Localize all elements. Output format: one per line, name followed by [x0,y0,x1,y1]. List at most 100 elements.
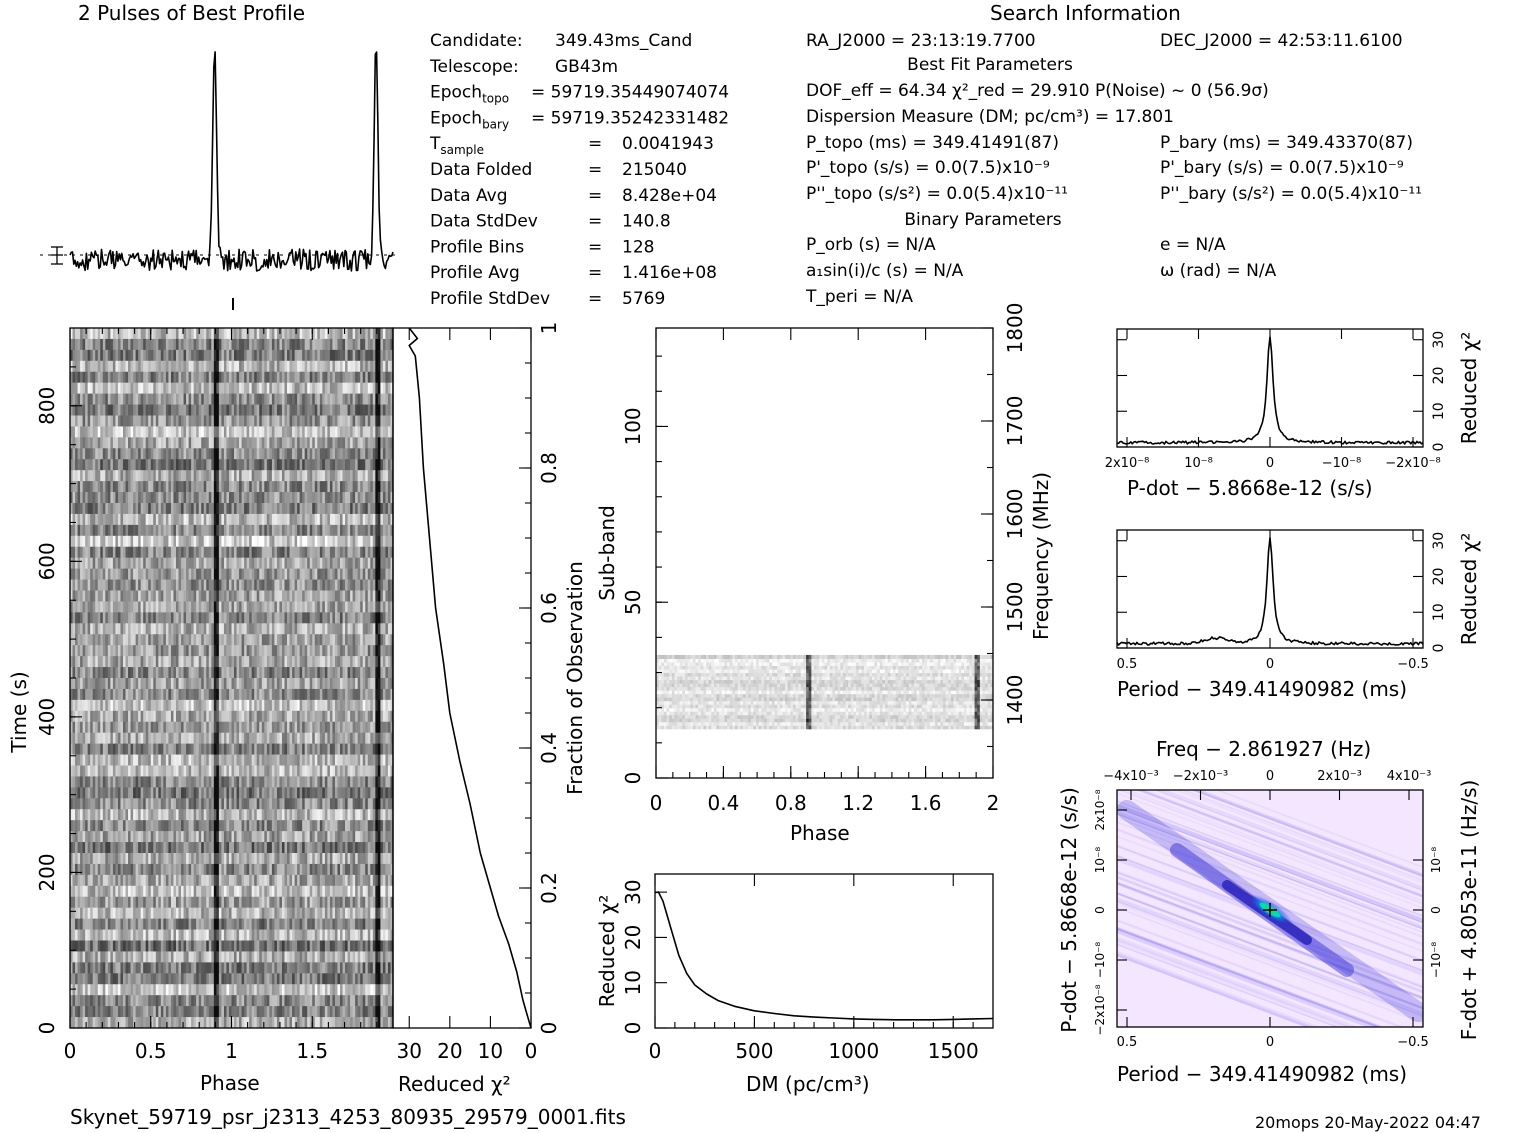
ppd-bottom-tick-label: −0.5 [1397,1035,1429,1050]
sb-xlabel: Phase [790,821,850,845]
info-mid-row: P_orb (s) = N/A [806,235,936,255]
cf-xlabel: Reduced χ² [398,1072,511,1096]
info-left-value: 128 [622,237,654,257]
info-left-row: Tsample = 0.0041943 [429,134,714,157]
profile-errorbar [51,246,63,265]
info-left-value: = 59719.35449074074 [531,83,729,103]
info-left-label: Data StdDev [430,212,538,232]
ppd-top-tick-label: −2x10⁻³ [1173,769,1228,784]
chi2-fraction-plot: 30 20 10 0 0 0.2 0.4 0.6 0.8 1 Reduced χ² Fractio… [392,322,587,1096]
profile-plot [40,51,395,310]
cf-right-tick-label: 0 [537,1022,561,1035]
ppd-left-tick-label: 0 [1093,906,1107,914]
info-right-row: P'_bary (s/s) = 0.0(7.5)x10⁻⁹ [1160,158,1404,178]
tp-ytick-label: 0 [35,1022,59,1035]
info-left-value: = 59719.35242331482 [531,108,729,128]
ytick-label: 30 [1431,532,1447,550]
sb-freq-tick-label: 1600 [1003,489,1027,540]
info-mid-row: RA_J2000 = 23:13:19.7700 [806,31,1036,51]
ppd-top-tick-label: 2x10⁻³ [1317,769,1362,784]
info-left-value: 0.0041943 [622,134,714,154]
dm-curve [654,891,994,1021]
info-left-row: Candidate: 349.43ms_Cand [430,31,692,51]
pdot-ylabel: Reduced χ² [1457,332,1481,445]
sb-xtick-label: 1.6 [910,791,942,815]
info-right-block: DEC_J2000 = 42:53:11.6100 P_bary (ms) = 3… [1160,31,1422,281]
top-title: 2 Pulses of Best Profile [78,1,305,25]
dm-xtick-label: 500 [735,1039,773,1063]
ppd-xlabel: Period − 349.41490982 (ms) [1117,1062,1407,1086]
tp-xtick-label: 1.5 [296,1039,328,1063]
ppd-bottom-tick-label: 0 [1266,1035,1274,1050]
info-left-row: Profile StdDev = 5769 [430,289,665,309]
cf-right-tick-label: 0.4 [537,732,561,764]
sb-xtick-label: 0 [650,791,663,815]
ppd-top-tick-label: −4x10⁻³ [1103,769,1158,784]
dm-xtick-label: 1000 [828,1039,879,1063]
info-left-row: Epochbary = 59719.35242331482 [430,108,729,131]
info-mid-row: a₁sin(i)/c (s) = N/A [806,261,964,281]
ppd-best-fit-marker [1263,903,1277,917]
tp-ytick-label: 200 [35,853,59,891]
ppd-title: Freq − 2.861927 (Hz) [1156,737,1371,761]
info-left-eq: = [588,289,602,309]
ppd-ylabel: P-dot − 5.8668e-12 (s/s) [1057,787,1081,1033]
info-left-eq: = [588,134,602,154]
sb-ytick-label: 50 [621,589,645,614]
sb-freq-tick-label: 1800 [1003,303,1027,354]
info-mid-block: RA_J2000 = 23:13:19.7700 Best Fit Paramet… [805,31,1269,307]
info-left-value: 140.8 [622,212,671,232]
p-pdot-plane-plot: −4x10⁻³ −2x10⁻³ 0 2x10⁻³ 4x10⁻³ 0.5 0 −0.5 2x10⁻… [1057,737,1481,1086]
tp-xtick-label: 0.5 [135,1039,167,1063]
info-left-eq: = [588,186,602,206]
info-left-block: Candidate: 349.43ms_Cand Telescope: GB43m Ep… [429,31,729,309]
ppd-bottom-tick-label: 0.5 [1117,1035,1138,1050]
ppd-left-tick-label: 2x10⁻⁸ [1093,789,1107,830]
pdot-curve-plot: 0 10 20 30 2x10⁻⁸ 10⁻⁸ 0 −10⁻⁸ −2x10⁻⁸ P-dot − 5… [1105,328,1481,500]
period-curve [1116,537,1424,646]
info-right-row: DEC_J2000 = 42:53:11.6100 [1160,31,1403,51]
dm-xtick-label: 1500 [928,1039,979,1063]
sb-freq-tick-label: 1500 [1003,582,1027,633]
ppd-left-tick-label: −2x10⁻⁸ [1093,984,1107,1035]
xtick-label: −10⁻⁸ [1322,456,1362,471]
cf-xtick-label: 10 [478,1039,503,1063]
sb-xtick-label: 0.8 [775,791,807,815]
info-left-label: Profile StdDev [430,289,550,309]
info-left-value: 215040 [622,160,687,180]
sb-freq-tick-label: 1400 [1003,675,1027,726]
info-mid-row: P'_topo (s/s) = 0.0(7.5)x10⁻⁹ [806,158,1050,178]
cf-xtick-label: 30 [397,1039,422,1063]
footer-filename: Skynet_59719_psr_j2313_4253_80935_29579_… [70,1105,626,1129]
ytick-label: 10 [1431,402,1447,420]
info-left-label: Telescope: [429,57,519,77]
ppd-top-tick-label: 0 [1266,769,1274,784]
footer-stamp: 20mops 20-May-2022 04:47 [1255,1113,1481,1132]
ytick-label: 0 [1431,644,1447,653]
info-mid-row: Best Fit Parameters [907,55,1073,75]
ytick-label: 20 [1431,568,1447,586]
sb-xtick-label: 0.4 [707,791,739,815]
info-right-row: P_bary (ms) = 349.43370(87) [1160,133,1413,153]
info-mid-row: P_topo (ms) = 349.41491(87) [806,133,1059,153]
info-mid-row: P''_topo (s/s²) = 0.0(5.4)x10⁻¹¹ [806,184,1068,204]
info-left-eq: = [588,237,602,257]
pdot-curve [1117,336,1424,445]
info-left-row: Profile Bins = 128 [430,237,654,257]
info-mid-row: Dispersion Measure (DM; pc/cm³) = 17.801 [806,107,1174,127]
dm-ytick-label: 10 [621,970,645,995]
cf-xtick-label: 20 [437,1039,462,1063]
pdot-xlabel: P-dot − 5.8668e-12 (s/s) [1127,476,1373,500]
ppd-left-tick-label: 10⁻⁸ [1093,847,1107,874]
ppd-top-tick-label: 4x10⁻³ [1387,769,1432,784]
info-left-eq: = [588,263,602,283]
ytick-label: 20 [1431,367,1447,385]
ytick-label: 0 [1431,443,1447,452]
dm-xlabel: DM (pc/cm³) [746,1072,870,1096]
xtick-label: 0 [1266,657,1274,672]
profile-curve [69,51,394,272]
tp-xtick-label: 0 [64,1039,77,1063]
dm-xtick-label: 0 [649,1039,662,1063]
